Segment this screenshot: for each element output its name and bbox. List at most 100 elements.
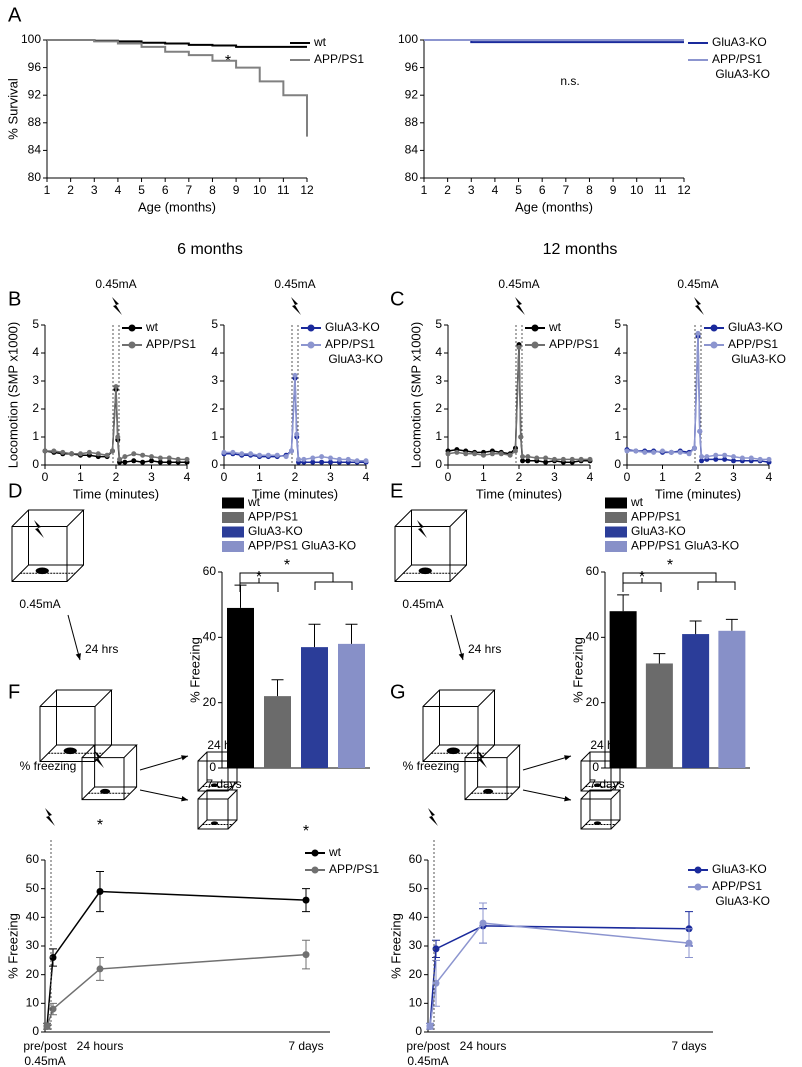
x-tick-label: 7 — [562, 183, 569, 197]
y-axis-label: % Freezing — [187, 637, 202, 703]
y-tick-label: 80 — [28, 170, 42, 184]
panel-label: E — [390, 480, 403, 502]
data-point — [166, 455, 172, 461]
x-tick-label: 12 — [300, 183, 314, 197]
chamber — [464, 744, 521, 801]
diagram-label: 24 hrs — [85, 642, 118, 656]
data-point — [525, 458, 531, 464]
data-point — [748, 455, 754, 461]
y-axis-label: % Survival — [5, 78, 20, 140]
mouse — [483, 788, 494, 794]
mouse — [100, 788, 111, 794]
y-tick-label: 2 — [614, 401, 621, 415]
y-axis-label: Locomotion (SMP x1000) — [5, 322, 20, 468]
legend-marker — [311, 849, 319, 857]
data-point — [283, 454, 289, 460]
data-point — [336, 456, 342, 462]
data-point — [42, 448, 48, 454]
diagram-label: 0.45mA — [402, 597, 443, 611]
series-line — [429, 922, 690, 1027]
annotation: 0.45mA — [24, 1054, 65, 1067]
data-point — [489, 451, 495, 457]
y-tick-label: 20 — [26, 967, 40, 981]
shock-icon — [94, 750, 104, 768]
mouse — [593, 821, 602, 825]
y-tick-label: 3 — [435, 373, 442, 387]
error-bar — [345, 623, 358, 644]
annotation: * — [639, 569, 645, 586]
x-axis-label: Time (minutes) — [73, 486, 159, 501]
data-point — [578, 456, 584, 462]
data-point — [122, 459, 128, 465]
y-tick-label: 0 — [614, 457, 621, 471]
arrow — [139, 755, 189, 771]
data-point — [739, 455, 745, 461]
data-point — [757, 456, 763, 462]
diagram-label: % freezing — [403, 759, 460, 773]
data-point — [691, 445, 697, 451]
legend-marker — [710, 324, 718, 332]
data-point — [520, 454, 526, 460]
y-tick-label: 40 — [26, 910, 40, 924]
legend-marker — [311, 866, 319, 874]
chamber — [81, 744, 138, 801]
bar — [682, 634, 710, 768]
data-point — [472, 451, 478, 457]
data-point — [624, 448, 630, 454]
y-tick-label: 40 — [409, 910, 423, 924]
x-tick-label: 8 — [586, 183, 593, 197]
legend-swatch — [605, 526, 627, 538]
bar — [227, 607, 254, 768]
data-point — [704, 454, 710, 460]
diagram-label: 7 days — [589, 777, 624, 791]
data-point — [43, 1022, 51, 1030]
series-line — [224, 375, 366, 462]
legend-marker — [710, 341, 718, 349]
arrow — [67, 614, 81, 661]
legend-marker — [128, 341, 136, 349]
x-tick-label: 0 — [221, 470, 228, 484]
x-tick-label: 4 — [492, 183, 499, 197]
legend-label: APP/PS1 GluA3-KO — [712, 52, 770, 81]
panel-label: A — [8, 4, 22, 26]
data-point — [363, 458, 369, 464]
error-bar — [689, 620, 702, 635]
panel-label: D — [8, 480, 22, 502]
data-point — [131, 451, 137, 457]
x-tick-label: 5 — [138, 183, 145, 197]
data-point — [109, 448, 115, 454]
x-tick-label: 24 hours — [77, 1039, 124, 1053]
x-tick-label: 9 — [610, 183, 617, 197]
data-point — [301, 456, 307, 462]
annotation: 0.45mA — [95, 277, 136, 291]
data-point — [221, 449, 227, 455]
legend-swatch — [605, 497, 627, 509]
y-tick-label: 20 — [409, 967, 423, 981]
data-point — [95, 451, 101, 457]
y-tick-label: 2 — [211, 401, 218, 415]
y-tick-label: 0 — [209, 760, 216, 774]
data-point — [294, 431, 300, 437]
data-point — [49, 953, 57, 961]
legend-label: APP/PS1 GluA3-KO — [248, 539, 356, 553]
data-point — [518, 434, 524, 440]
annotation: * — [225, 53, 231, 70]
y-axis-label: % Freezing — [388, 913, 403, 979]
data-point — [328, 455, 333, 461]
annotation: pre/post — [23, 1039, 67, 1053]
y-tick-label: 1 — [32, 429, 39, 443]
y-tick-label: 5 — [32, 317, 39, 331]
bar — [301, 647, 328, 768]
data-point — [520, 458, 526, 464]
x-tick-label: 6 — [539, 183, 546, 197]
data-point — [713, 452, 719, 458]
y-axis-label: Locomotion (SMP x1000) — [408, 322, 423, 468]
shock-icon — [694, 297, 704, 315]
x-tick-label: 6 — [162, 183, 169, 197]
y-tick-label: 2 — [435, 401, 442, 415]
bar — [645, 663, 673, 768]
significance-bracket — [239, 572, 353, 592]
data-point — [239, 451, 245, 457]
data-point — [122, 454, 128, 460]
shock-icon — [417, 520, 427, 538]
